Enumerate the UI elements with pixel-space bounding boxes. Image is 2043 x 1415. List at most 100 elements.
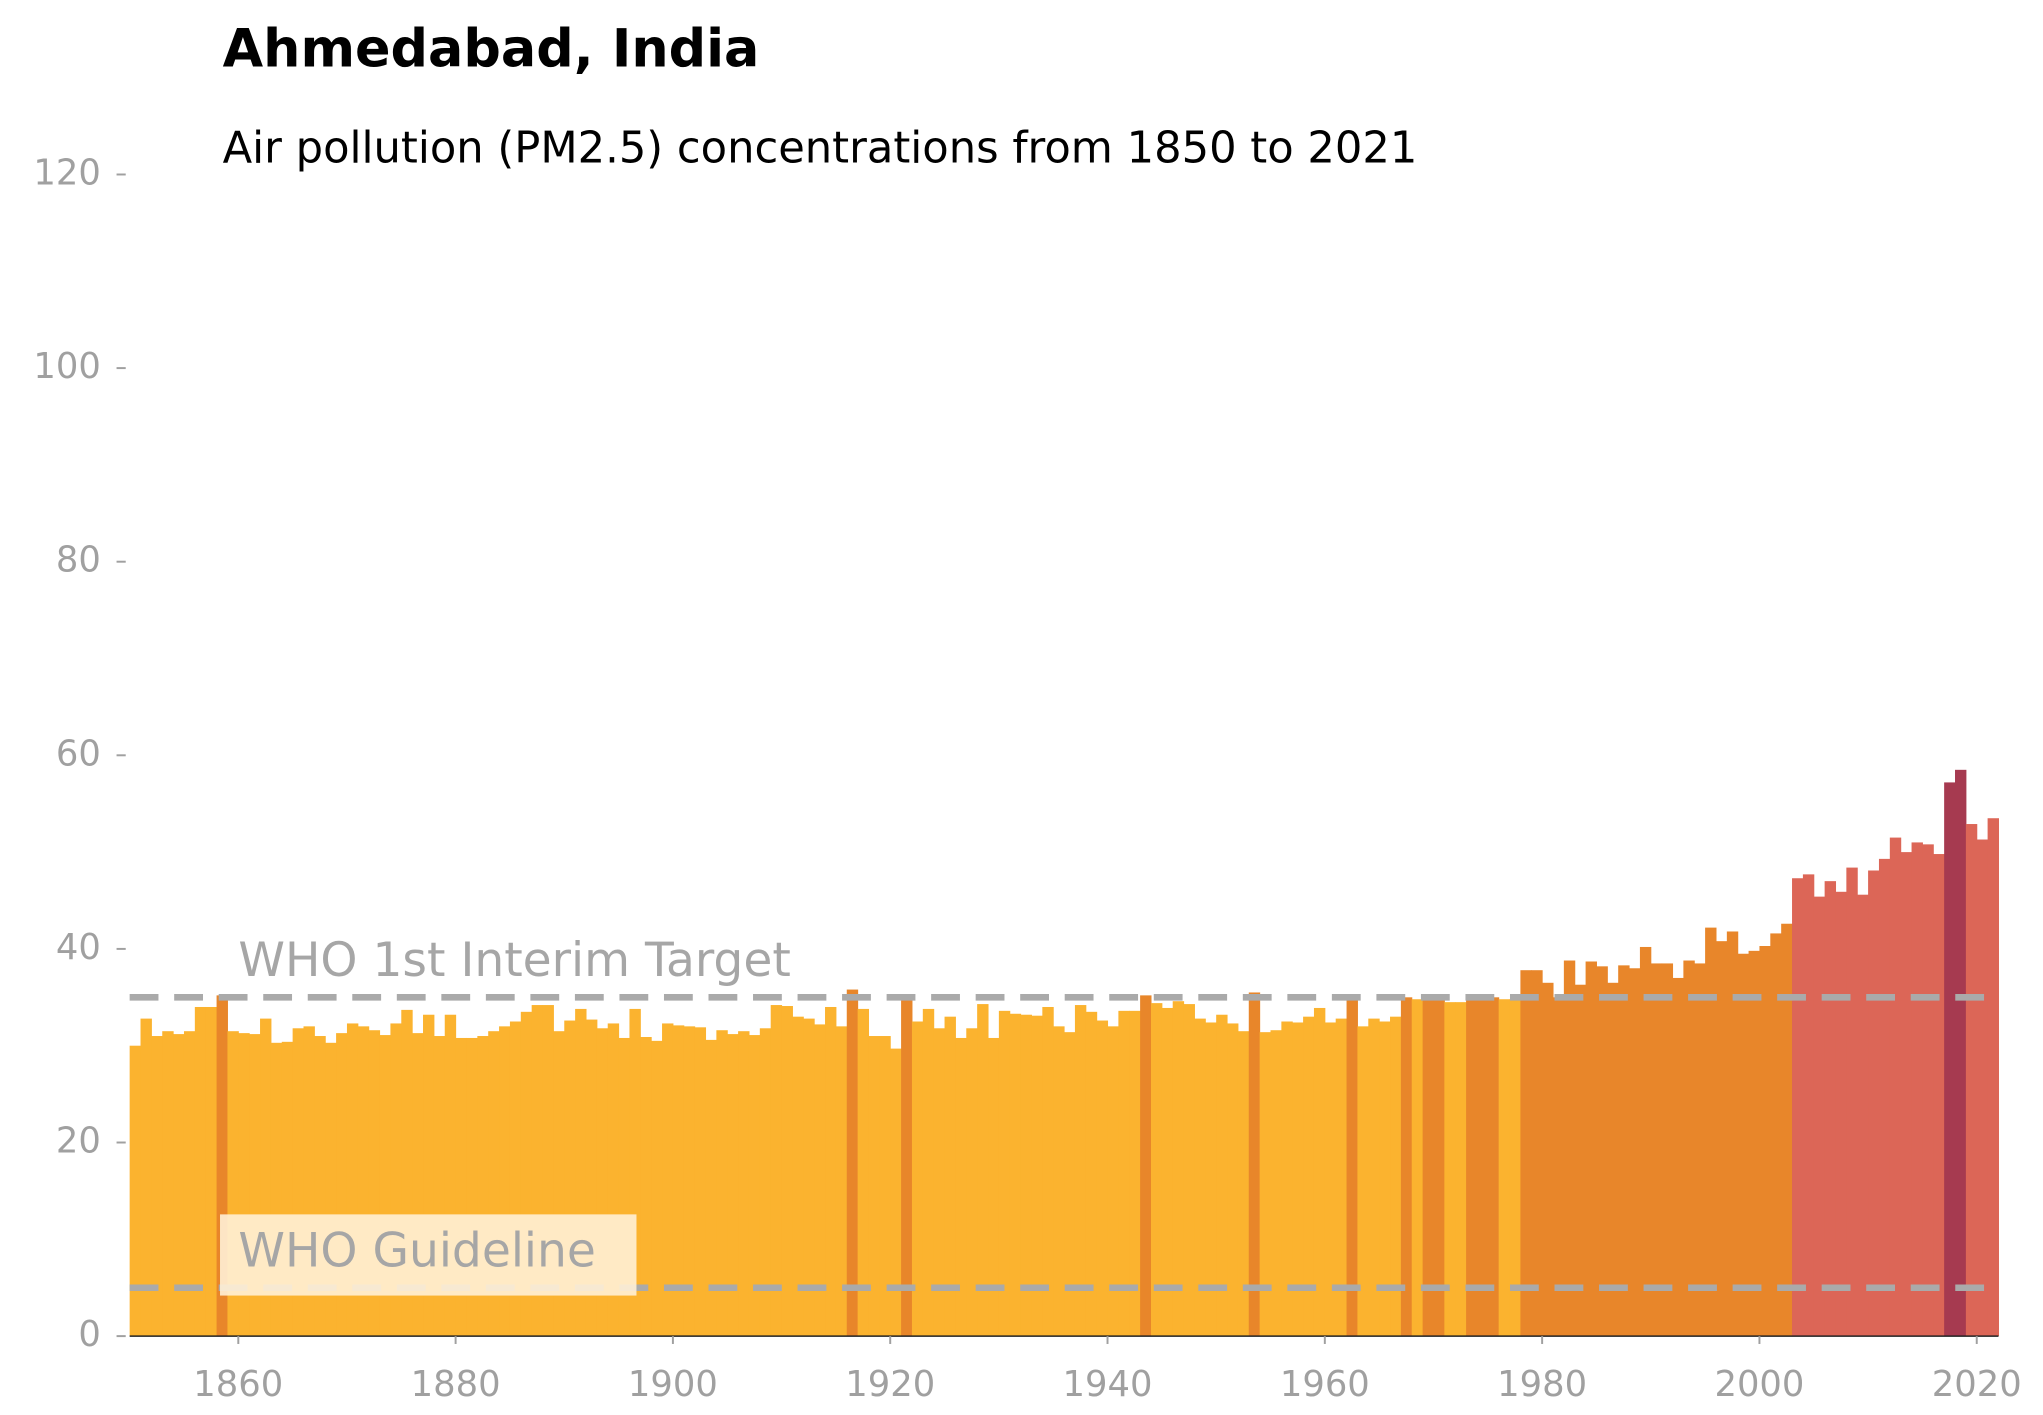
bar	[1965, 824, 1978, 1337]
bar	[585, 1019, 598, 1337]
bar	[1694, 963, 1706, 1337]
bar	[879, 1036, 891, 1337]
bar	[194, 1006, 207, 1337]
bar	[488, 1031, 500, 1337]
bar	[988, 1037, 1000, 1337]
bar	[955, 1037, 967, 1337]
bar	[1237, 1031, 1250, 1337]
bar	[444, 1014, 457, 1337]
bar	[433, 1036, 446, 1337]
x-tick-label: 2020	[1932, 1364, 2022, 1405]
bar	[1976, 839, 1989, 1337]
y-tick-label: 0	[78, 1314, 101, 1355]
bar	[1715, 941, 1728, 1337]
bar	[618, 1037, 630, 1337]
x-tick-label: 1960	[1280, 1364, 1370, 1405]
bar	[1357, 1026, 1369, 1337]
bar	[477, 1036, 489, 1337]
bar	[911, 1021, 924, 1337]
bar	[1259, 1032, 1272, 1337]
x-tick-label: 1860	[193, 1364, 283, 1405]
bar	[205, 1006, 218, 1337]
bar	[151, 1036, 163, 1337]
bar	[1390, 1016, 1402, 1337]
bar	[1868, 870, 1880, 1337]
reference-label: WHO 1st Interim Target	[238, 933, 790, 988]
x-tick-label: 1980	[1497, 1364, 1587, 1405]
bar	[1726, 931, 1739, 1337]
bar	[1292, 1022, 1304, 1337]
bar	[357, 1026, 370, 1337]
bar	[1422, 997, 1435, 1337]
bar	[1346, 997, 1358, 1337]
bar	[1248, 992, 1261, 1337]
bar	[281, 1041, 294, 1337]
bar	[759, 1028, 772, 1337]
bar	[270, 1042, 283, 1337]
bar	[814, 1024, 826, 1337]
bar	[596, 1028, 609, 1337]
bar	[1281, 1021, 1293, 1337]
bar	[216, 995, 228, 1337]
bar	[640, 1036, 652, 1337]
bar	[1531, 970, 1543, 1337]
bar	[509, 1021, 522, 1337]
bar	[564, 1020, 576, 1337]
bar	[1509, 999, 1521, 1337]
bar	[1400, 997, 1413, 1337]
bar	[542, 1005, 554, 1337]
overlay: WHO 1st Interim Target WHO Guideline	[129, 933, 1999, 1337]
y-tick-label: 40	[56, 927, 101, 968]
bar	[1607, 982, 1619, 1337]
bar	[249, 1034, 261, 1337]
bar	[553, 1031, 565, 1337]
bar	[1574, 984, 1587, 1337]
bar	[520, 1011, 533, 1337]
bar	[1987, 818, 1999, 1337]
bar	[1650, 963, 1663, 1337]
bar	[1759, 946, 1771, 1337]
bar	[1639, 946, 1652, 1337]
bar	[890, 1048, 902, 1337]
x-tick-label: 1900	[628, 1364, 718, 1405]
bar	[1466, 997, 1478, 1337]
bar	[1781, 923, 1793, 1337]
bar	[651, 1040, 663, 1337]
bar	[346, 1023, 359, 1337]
bar	[292, 1028, 305, 1337]
bar	[738, 1031, 750, 1337]
bar	[1118, 1010, 1130, 1337]
bar	[1107, 1026, 1119, 1337]
bar	[1889, 837, 1902, 1337]
bar	[1944, 782, 1956, 1337]
bar	[607, 1023, 620, 1337]
bar	[1053, 1026, 1065, 1337]
bar	[1096, 1020, 1109, 1337]
bar	[1161, 1007, 1174, 1337]
bar	[1933, 854, 1945, 1337]
bar	[792, 1016, 804, 1337]
bar	[1194, 1018, 1206, 1337]
bar	[1922, 844, 1934, 1337]
bar	[1009, 1013, 1022, 1337]
x-tick-label: 1940	[1063, 1364, 1153, 1405]
bars	[129, 769, 1999, 1337]
bar	[1705, 927, 1717, 1337]
bar	[1552, 997, 1565, 1337]
bar	[716, 1030, 728, 1337]
y-tick-label: 120	[33, 152, 100, 193]
bar	[1857, 894, 1869, 1337]
bar	[781, 1006, 793, 1337]
bar	[868, 1036, 880, 1337]
chart-subtitle: Air pollution (PM2.5) concentrations fro…	[223, 123, 1418, 173]
bar	[227, 1031, 239, 1337]
bar	[1444, 1002, 1456, 1337]
bar	[933, 1028, 946, 1337]
bar	[1172, 1001, 1185, 1337]
bar	[1216, 1014, 1228, 1337]
bar	[672, 1025, 685, 1337]
bar	[1324, 1022, 1337, 1337]
bar	[1542, 982, 1554, 1337]
bar	[173, 1034, 185, 1337]
chart-title: Ahmedabad, India	[223, 19, 760, 80]
